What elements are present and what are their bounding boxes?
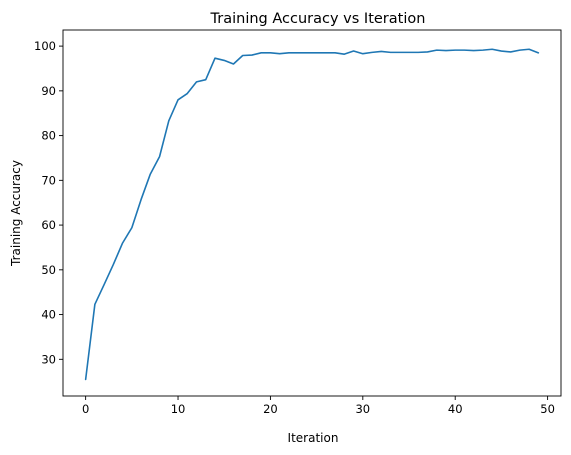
y-tick-label: 50 bbox=[41, 263, 56, 277]
x-tick-label: 0 bbox=[82, 402, 89, 416]
x-tick-label: 30 bbox=[355, 402, 370, 416]
axes-frame bbox=[63, 30, 561, 396]
x-tick-label: 50 bbox=[540, 402, 555, 416]
y-tick-label: 40 bbox=[41, 308, 56, 322]
y-axis-label: Training Accuracy bbox=[9, 160, 23, 267]
x-tick-label: 40 bbox=[448, 402, 463, 416]
x-tick-label: 10 bbox=[171, 402, 186, 416]
y-axis: 30 40 50 60 70 80 90 100 bbox=[34, 39, 63, 366]
x-axis: 0 10 20 30 40 50 bbox=[82, 396, 555, 416]
y-tick-label: 90 bbox=[41, 84, 56, 98]
y-tick-label: 80 bbox=[41, 129, 56, 143]
x-axis-label: Iteration bbox=[288, 431, 339, 445]
chart-title: Training Accuracy vs Iteration bbox=[210, 11, 426, 27]
y-tick-label: 100 bbox=[34, 39, 56, 53]
y-tick-label: 70 bbox=[41, 173, 56, 187]
y-tick-label: 60 bbox=[41, 218, 56, 232]
plot-area bbox=[86, 49, 539, 379]
series-line-0 bbox=[86, 49, 539, 379]
y-tick-label: 30 bbox=[41, 352, 56, 366]
x-tick-label: 20 bbox=[263, 402, 278, 416]
